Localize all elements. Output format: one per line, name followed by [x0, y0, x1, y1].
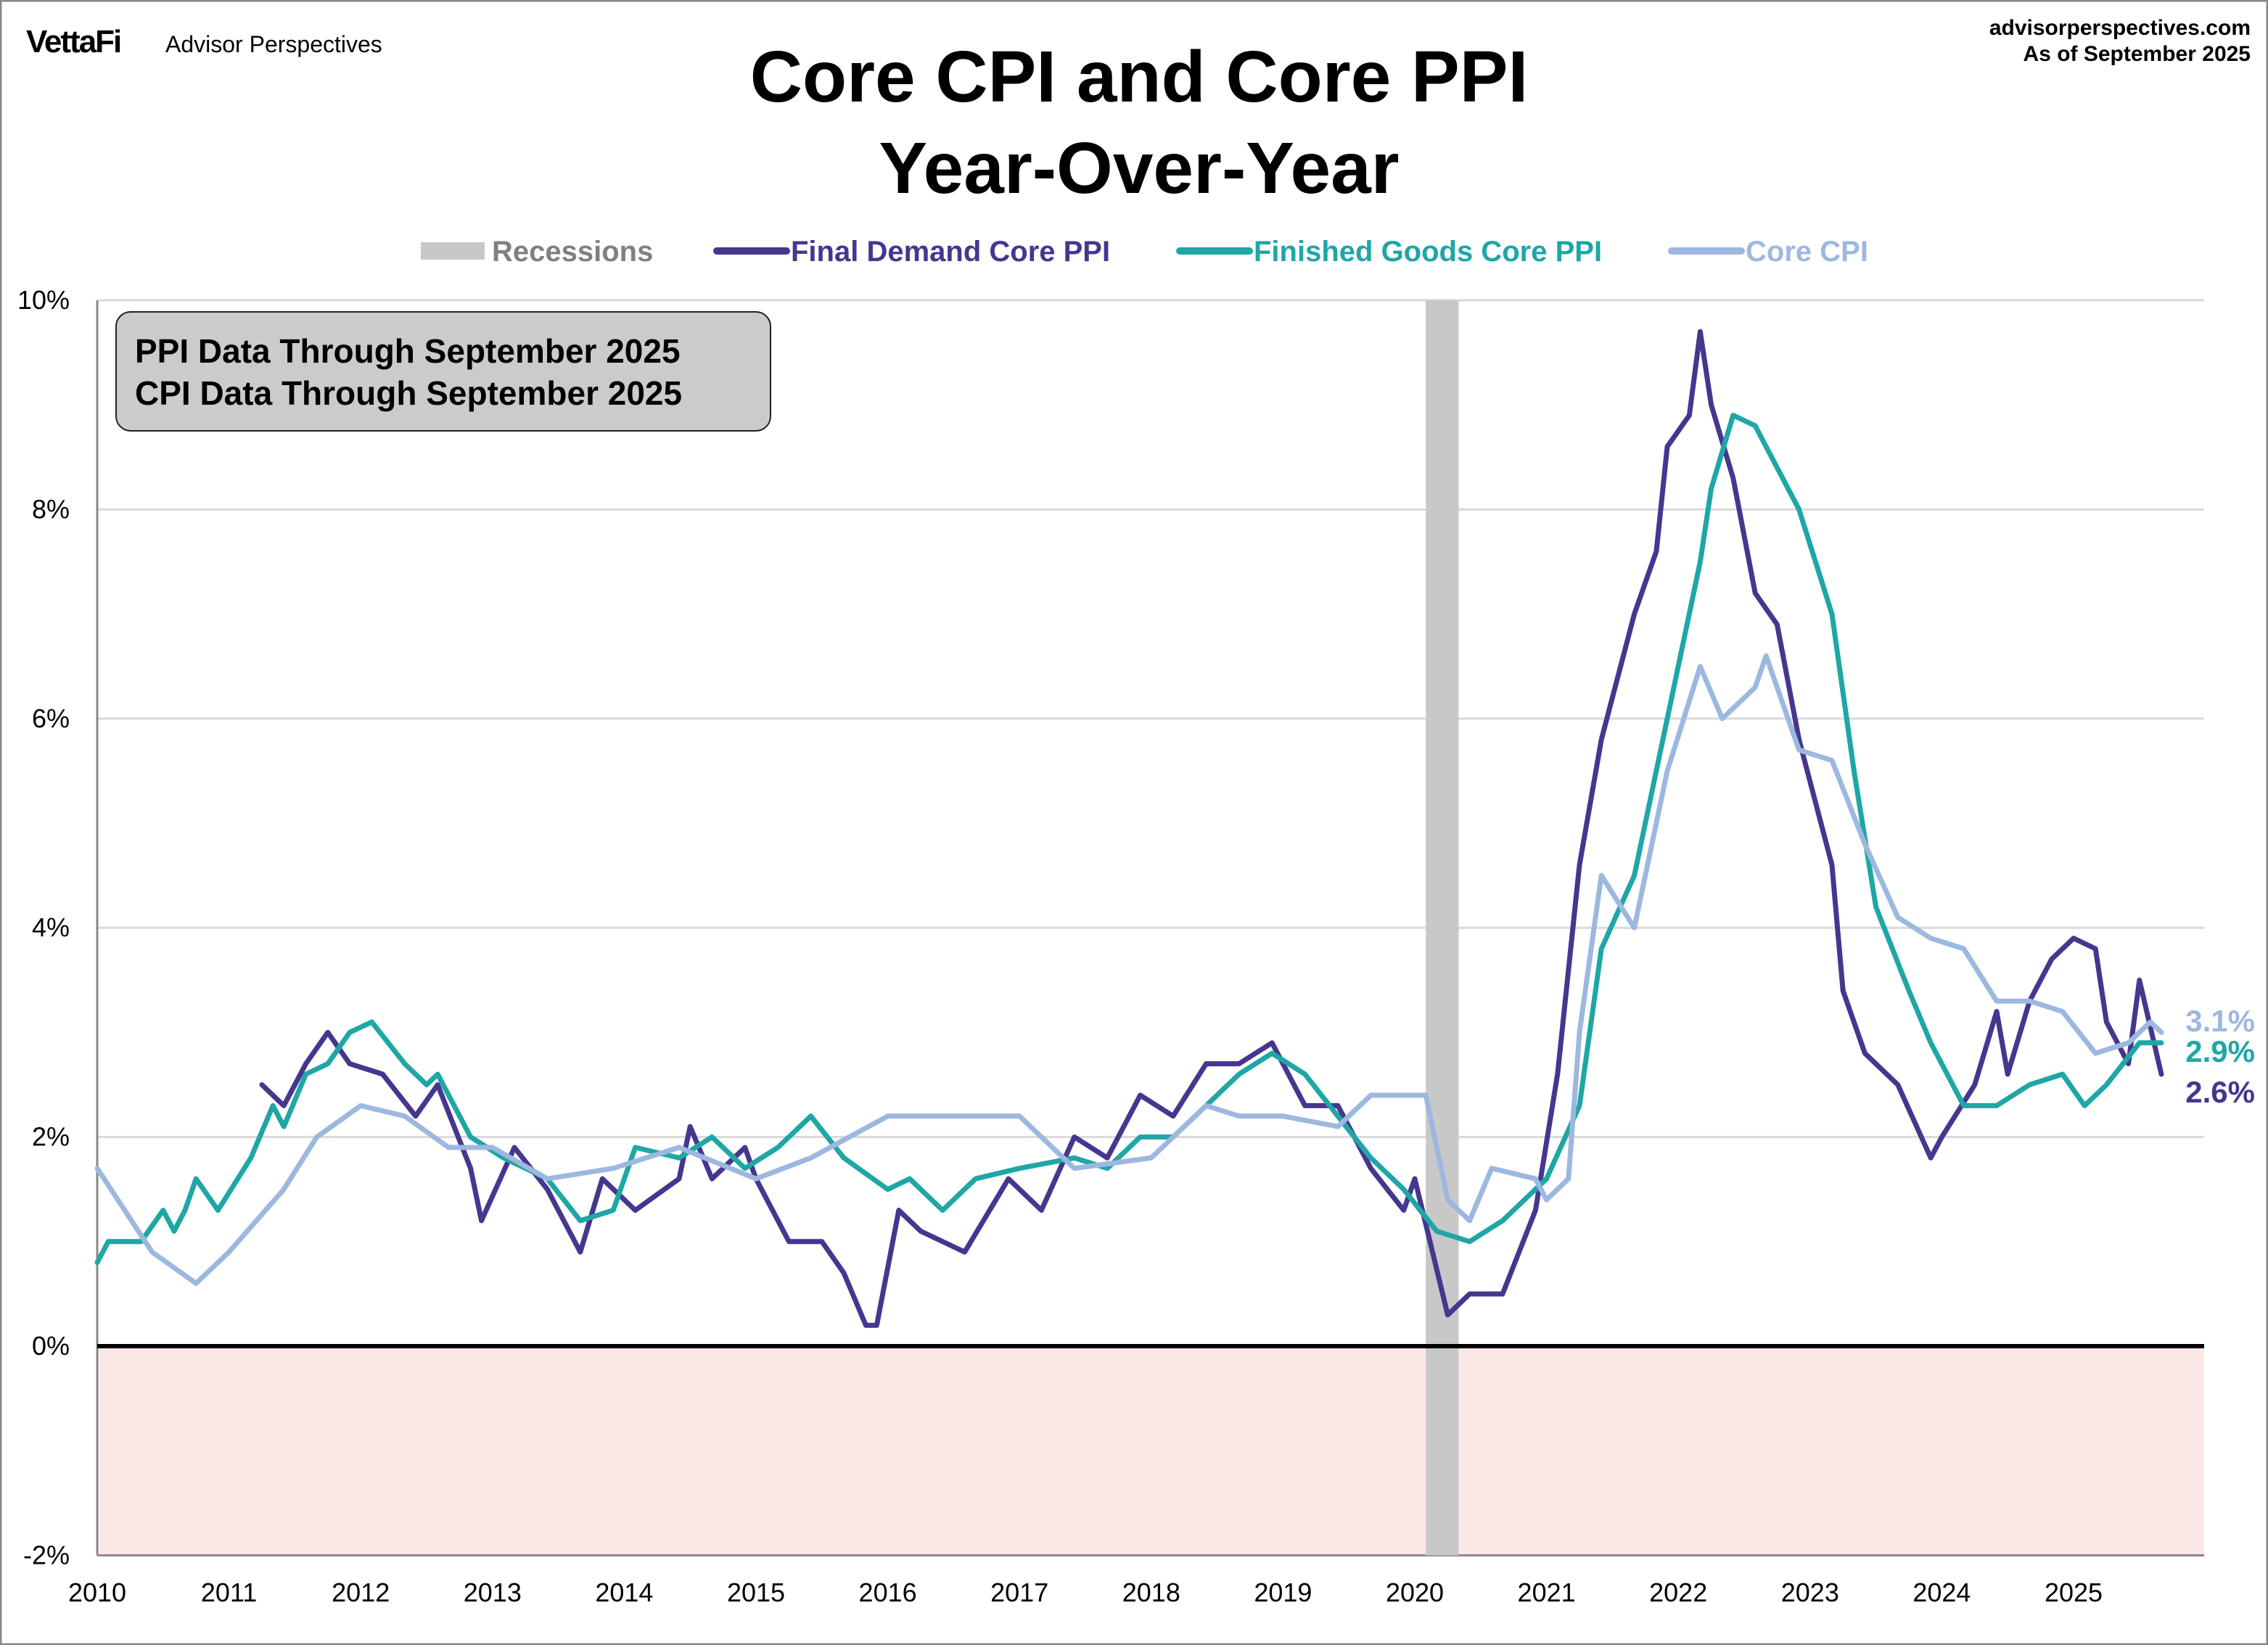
- x-tick-label: 2013: [464, 1578, 522, 1607]
- x-tick-label: 2025: [2045, 1578, 2103, 1607]
- legend-swatch-recessions: [421, 242, 485, 260]
- series-line-finished-goods-core-ppi: [94, 413, 2164, 1266]
- legend-label: Final Demand Core PPI: [791, 236, 1110, 268]
- plot-area: 10% 8% 6% 4% 2% 0% -2% 2010 2011 2012 2013 2014 2015…: [17, 285, 2255, 1607]
- site-url: advisorperspectives.com: [1989, 16, 2251, 40]
- x-tick-label: 2023: [1781, 1578, 1839, 1607]
- x-tick-label: 2016: [859, 1578, 917, 1607]
- x-tick-label: 2010: [68, 1578, 126, 1607]
- y-tick-label: -2%: [23, 1540, 70, 1570]
- chart-title-line1: Core CPI and Core PPI: [750, 36, 1528, 118]
- negative-zone: [97, 1346, 2204, 1556]
- x-tick-label: 2019: [1254, 1578, 1312, 1607]
- legend: Recessions Final Demand Core PPI Finished …: [421, 236, 1868, 268]
- x-tick-label: 2024: [1912, 1578, 1971, 1607]
- x-tick-label: 2017: [990, 1578, 1048, 1607]
- brand-subtitle: Advisor Perspectives: [165, 31, 382, 57]
- x-tick-label: 2018: [1122, 1578, 1180, 1607]
- x-tick-label: 2014: [595, 1578, 653, 1607]
- y-tick-label: 8%: [32, 494, 70, 524]
- x-tick-label: 2022: [1649, 1578, 1707, 1607]
- as-of-date: As of September 2025: [2023, 42, 2251, 66]
- series-line-core-cpi: [94, 653, 2164, 1286]
- end-label: 2.6%: [2185, 1075, 2255, 1109]
- brand-logo: VettaFi: [26, 24, 120, 59]
- annotation-box-bg: [115, 311, 771, 432]
- legend-label: Core CPI: [1746, 236, 1868, 268]
- x-tick-label: 2015: [727, 1578, 785, 1607]
- y-tick-label: 10%: [17, 285, 70, 315]
- recession-bar: [1426, 300, 1459, 1556]
- end-label: 3.1%: [2185, 1004, 2255, 1038]
- end-label: 2.9%: [2185, 1034, 2255, 1068]
- annotation-cpi: CPI Data Through September 2025: [135, 374, 682, 412]
- y-tick-label: 4%: [32, 912, 70, 942]
- legend-label-recessions: Recessions: [492, 236, 653, 268]
- x-tick-label: 2012: [332, 1578, 390, 1607]
- chart-title-line2: Year-Over-Year: [879, 128, 1399, 209]
- y-tick-label: 2%: [32, 1122, 70, 1152]
- y-tick-label: 0%: [32, 1331, 70, 1361]
- x-tick-label: 2011: [201, 1578, 257, 1607]
- x-tick-label: 2020: [1386, 1578, 1444, 1607]
- annotation-ppi: PPI Data Through September 2025: [135, 332, 681, 370]
- y-tick-label: 6%: [32, 704, 70, 733]
- legend-label: Finished Goods Core PPI: [1254, 236, 1602, 268]
- annotation-box: PPI Data Through September 2025 CPI Data…: [115, 311, 771, 432]
- x-tick-label: 2021: [1518, 1578, 1576, 1607]
